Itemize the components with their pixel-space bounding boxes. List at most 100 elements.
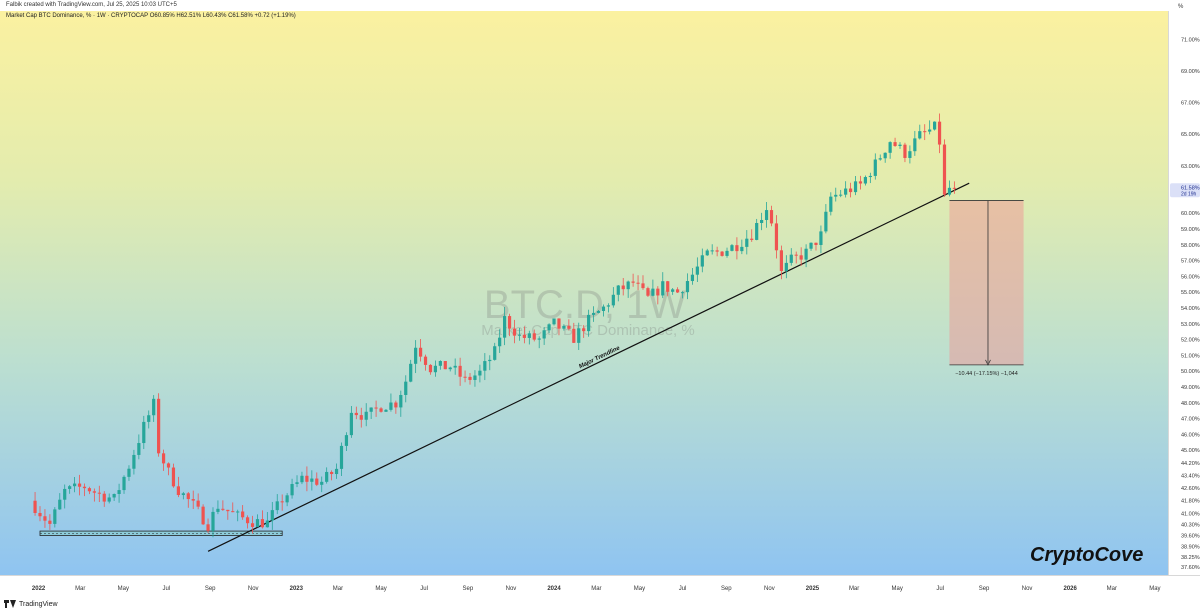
candle[interactable] [898, 142, 902, 149]
candle[interactable] [478, 364, 482, 383]
candle[interactable] [127, 465, 131, 481]
candle[interactable] [389, 393, 393, 412]
candle[interactable] [893, 137, 897, 147]
candle[interactable] [359, 407, 363, 428]
candle[interactable] [675, 287, 680, 293]
candle[interactable] [315, 472, 319, 487]
candle[interactable] [532, 329, 536, 342]
candle[interactable] [745, 230, 749, 255]
candle[interactable] [414, 340, 418, 374]
candle[interactable] [152, 395, 156, 422]
candle[interactable] [651, 279, 655, 297]
candle[interactable] [330, 470, 334, 481]
candle[interactable] [577, 322, 581, 350]
candle[interactable] [853, 175, 858, 196]
candle[interactable] [379, 407, 383, 413]
candle[interactable] [824, 204, 828, 234]
candle[interactable] [142, 415, 146, 450]
candle[interactable] [522, 326, 526, 344]
candle[interactable] [453, 358, 457, 375]
candle[interactable] [740, 239, 744, 255]
candle[interactable] [755, 218, 759, 241]
candle[interactable] [448, 366, 452, 372]
candle[interactable] [374, 400, 378, 417]
candle[interactable] [250, 515, 255, 534]
candle[interactable] [122, 475, 126, 494]
candle[interactable] [834, 187, 838, 202]
candle[interactable] [750, 229, 754, 242]
candle[interactable] [542, 327, 546, 345]
candle[interactable] [799, 247, 803, 266]
candle[interactable] [868, 172, 872, 184]
candle[interactable] [764, 201, 769, 228]
candle[interactable] [705, 248, 709, 256]
candle[interactable] [923, 124, 927, 141]
candle[interactable] [191, 490, 195, 510]
candle[interactable] [231, 502, 235, 513]
candle[interactable] [409, 359, 413, 383]
candle[interactable] [517, 327, 522, 341]
candle[interactable] [616, 285, 620, 302]
candle[interactable] [794, 251, 798, 264]
candle[interactable] [349, 406, 353, 438]
candle[interactable] [631, 273, 635, 287]
candle[interactable] [587, 309, 591, 337]
candle[interactable] [601, 304, 606, 317]
candle[interactable] [908, 145, 912, 164]
candle[interactable] [463, 370, 467, 383]
candle[interactable] [947, 180, 952, 197]
candle[interactable] [819, 225, 823, 254]
candle[interactable] [641, 275, 645, 290]
time-axis[interactable]: 2022 Mar May Jul Sep Nov 2023 Mar May Jul Sep Nov 20… [0, 575, 1200, 616]
candle[interactable] [913, 130, 917, 156]
candle[interactable] [883, 152, 887, 163]
candle[interactable] [720, 250, 724, 257]
candle[interactable] [680, 291, 685, 299]
candle[interactable] [784, 255, 788, 279]
candle[interactable] [77, 474, 82, 496]
candle[interactable] [423, 354, 428, 371]
candle[interactable] [839, 189, 843, 198]
candle[interactable] [181, 491, 185, 500]
tradingview-brand[interactable]: TradingView [4, 600, 58, 608]
candle[interactable] [48, 514, 52, 530]
candle[interactable] [399, 390, 403, 417]
candle[interactable] [661, 272, 665, 299]
candle[interactable] [63, 484, 67, 509]
candle[interactable] [334, 463, 339, 479]
candle[interactable] [928, 120, 932, 135]
candle[interactable] [769, 205, 774, 227]
candle[interactable] [666, 280, 670, 297]
candle[interactable] [186, 491, 190, 508]
candle[interactable] [260, 510, 265, 529]
candle[interactable] [636, 275, 640, 291]
candle[interactable] [562, 324, 566, 331]
candle[interactable] [255, 514, 260, 528]
candle[interactable] [295, 475, 299, 488]
candle[interactable] [952, 181, 956, 194]
candle[interactable] [82, 483, 87, 497]
candle[interactable] [38, 506, 42, 522]
price-range-measure-box[interactable] [949, 200, 1024, 365]
candle[interactable] [290, 478, 294, 499]
candle[interactable] [364, 403, 368, 427]
candle[interactable] [216, 500, 220, 515]
candle[interactable] [888, 141, 892, 159]
candle[interactable] [468, 373, 472, 385]
candle[interactable] [918, 124, 922, 140]
candle[interactable] [685, 273, 690, 300]
candle[interactable] [557, 318, 561, 336]
candle[interactable] [844, 181, 848, 198]
candle[interactable] [196, 493, 200, 510]
candle[interactable] [789, 248, 793, 266]
candle[interactable] [606, 303, 610, 313]
candle[interactable] [112, 493, 116, 501]
candle[interactable] [715, 246, 719, 257]
candle[interactable] [97, 485, 101, 503]
candle[interactable] [171, 463, 176, 488]
candle[interactable] [87, 486, 92, 495]
candle[interactable] [903, 142, 907, 163]
candle[interactable] [226, 509, 230, 520]
candle[interactable] [310, 470, 314, 491]
candle[interactable] [656, 286, 660, 305]
